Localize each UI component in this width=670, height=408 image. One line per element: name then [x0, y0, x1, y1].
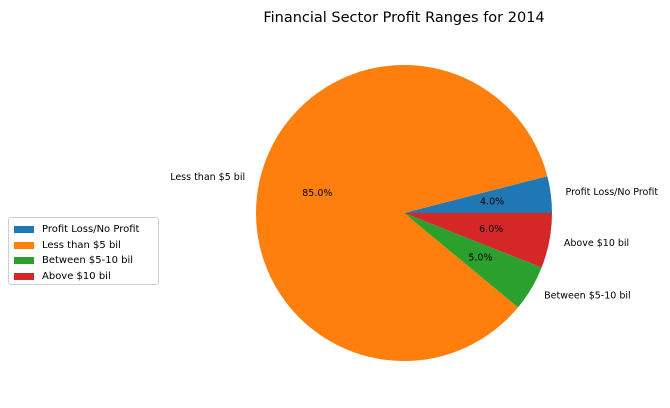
legend-swatch [14, 226, 34, 234]
legend-swatch [14, 241, 34, 249]
legend-swatch [14, 272, 34, 280]
pct-label-profit-loss-no-profit: 4.0% [480, 196, 504, 207]
slice-label-less-than-5-bil: Less than $5 bil [170, 172, 245, 183]
pie-slice-between-5-10-bil [404, 213, 542, 308]
legend-swatch [14, 257, 34, 265]
legend-label: Profit Loss/No Profit [42, 224, 140, 236]
slice-label-above-10-bil: Above $10 bil [564, 238, 629, 249]
chart-title: Financial Sector Profit Ranges for 2014 [263, 10, 544, 26]
slice-label-profit-loss-no-profit: Profit Loss/No Profit [566, 187, 659, 198]
pct-label-above-10-bil: 6.0% [479, 224, 503, 235]
legend-item-profit-loss-no-profit: Profit Loss/No Profit [14, 222, 153, 238]
legend-label: Less than $5 bil [42, 239, 121, 251]
pct-label-less-than-5-bil: 85.0% [302, 188, 332, 199]
slice-label-between-5-10-bil: Between $5-10 bil [544, 290, 631, 301]
pie-slice-profit-loss-no-profit [404, 176, 552, 213]
legend-item-above-10-bil: Above $10 bil [14, 269, 153, 285]
legend-item-less-than-5-bil: Less than $5 bil [14, 238, 153, 254]
pct-label-between-5-10-bil: 5.0% [468, 253, 492, 264]
pie-slice-less-than-5-bil [256, 65, 548, 362]
legend-label: Above $10 bil [42, 270, 111, 282]
legend: Profit Loss/No Profit Less than $5 bil Bet… [8, 217, 159, 285]
pie-slice-above-10-bil [404, 213, 552, 268]
legend-label: Between $5-10 bil [42, 255, 134, 267]
legend-item-between-5-10-bil: Between $5-10 bil [14, 253, 153, 269]
